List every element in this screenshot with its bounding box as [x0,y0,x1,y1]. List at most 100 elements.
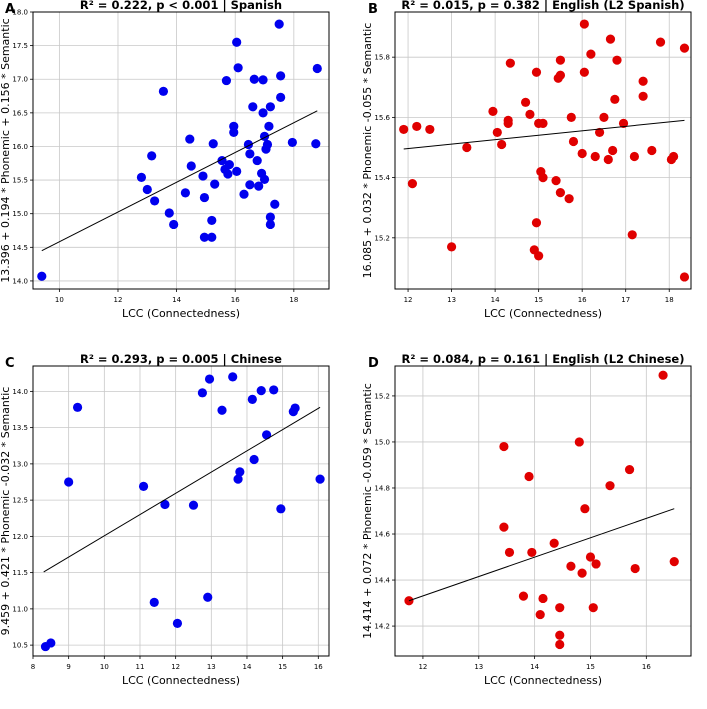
y-tick-label: 11.0 [12,605,28,613]
data-point [186,161,196,171]
panel-label: A [5,2,15,17]
data-point [232,37,242,47]
x-tick-label: 10 [55,296,64,304]
data-point [412,121,422,132]
chart-title: R² = 0.084, p = 0.161 | English (L2 Chin… [402,352,685,366]
regression-line [408,508,675,602]
data-point [580,504,590,514]
y-tick-label: 14.4 [374,577,390,585]
x-tick-label: 12 [114,296,123,304]
y-tick-label: 15.2 [374,234,390,242]
data-point [203,592,213,602]
chart-title: R² = 0.015, p = 0.382 | English (L2 Span… [401,0,684,12]
data-point [574,437,584,447]
data-point [164,208,174,218]
data-point [551,176,561,186]
y-tick-label: 12.5 [12,497,28,505]
plot-frame [394,11,692,290]
x-axis-label: LCC (Connectedness) [484,307,602,320]
data-point [524,471,534,482]
data-point [199,232,210,242]
data-point [37,271,47,281]
data-point [586,49,596,59]
data-point [535,609,545,620]
data-point [172,618,183,628]
data-point [158,86,169,96]
y-tick-label: 17.0 [12,76,28,84]
data-point [647,145,657,156]
data-point [638,76,648,86]
x-tick-label: 18 [289,296,298,304]
data-point [217,405,227,415]
y-tick-label: 14.8 [374,484,390,492]
data-point [425,124,435,135]
x-tick-label: 12 [171,663,180,671]
data-point [233,63,243,73]
y-tick-label: 15.2 [374,392,390,400]
y-tick-label: 13.0 [12,460,28,468]
data-point [199,192,210,203]
data-point [555,603,565,613]
data-point [555,630,565,640]
x-tick-label: 16 [642,663,651,671]
x-tick-label: 11 [136,663,145,671]
x-tick-label: 16 [231,296,240,304]
y-tick-label: 10.5 [12,642,28,650]
data-point [499,441,509,452]
data-point [658,370,668,380]
data-point [210,179,220,189]
data-point [311,139,321,149]
regression-line [41,110,318,252]
data-point [610,94,620,104]
data-point [239,189,249,199]
data-point [198,171,208,181]
data-point [585,552,596,562]
x-tick-label: 14 [530,663,539,671]
data-point [627,230,637,240]
y-tick-label: 14.2 [374,623,390,631]
x-axis-label: LCC (Connectedness) [122,674,240,687]
y-tick-label: 12.0 [12,533,28,541]
data-point [64,477,74,487]
data-point [180,188,190,198]
data-point [594,127,605,138]
data-point [287,137,297,148]
data-point [261,430,272,440]
data-point [488,106,498,116]
data-point [518,591,529,601]
data-point [265,102,275,112]
data-point [259,174,270,185]
data-point [269,385,279,395]
data-point [599,112,609,122]
data-point [629,151,640,162]
data-point [262,139,273,150]
x-tick-label: 14 [243,663,252,671]
y-tick-label: 14.5 [12,244,28,252]
data-point [207,215,217,226]
y-tick-label: 15.4 [374,174,390,182]
y-tick-label: 15.5 [12,177,28,185]
data-point [504,547,515,558]
data-point [538,118,548,129]
data-point [669,557,679,567]
data-point [630,563,640,574]
data-point [221,75,232,86]
chart-title: R² = 0.293, p = 0.005 | Chinese [80,352,282,366]
data-point [233,474,243,484]
x-tick-label: 9 [66,663,70,671]
data-point [527,547,537,558]
data-point [197,388,207,398]
data-point [612,55,622,65]
x-tick-label: 12 [418,663,427,671]
data-point [579,67,589,77]
data-point [668,151,679,162]
y-tick-label: 14.0 [12,388,28,396]
x-tick-label: 16 [314,663,323,671]
y-tick-label: 18.0 [12,9,28,17]
data-point [520,97,531,107]
y-tick-label: 17.5 [12,42,28,50]
data-point [605,34,616,44]
data-point [555,70,566,80]
data-point [249,454,259,465]
